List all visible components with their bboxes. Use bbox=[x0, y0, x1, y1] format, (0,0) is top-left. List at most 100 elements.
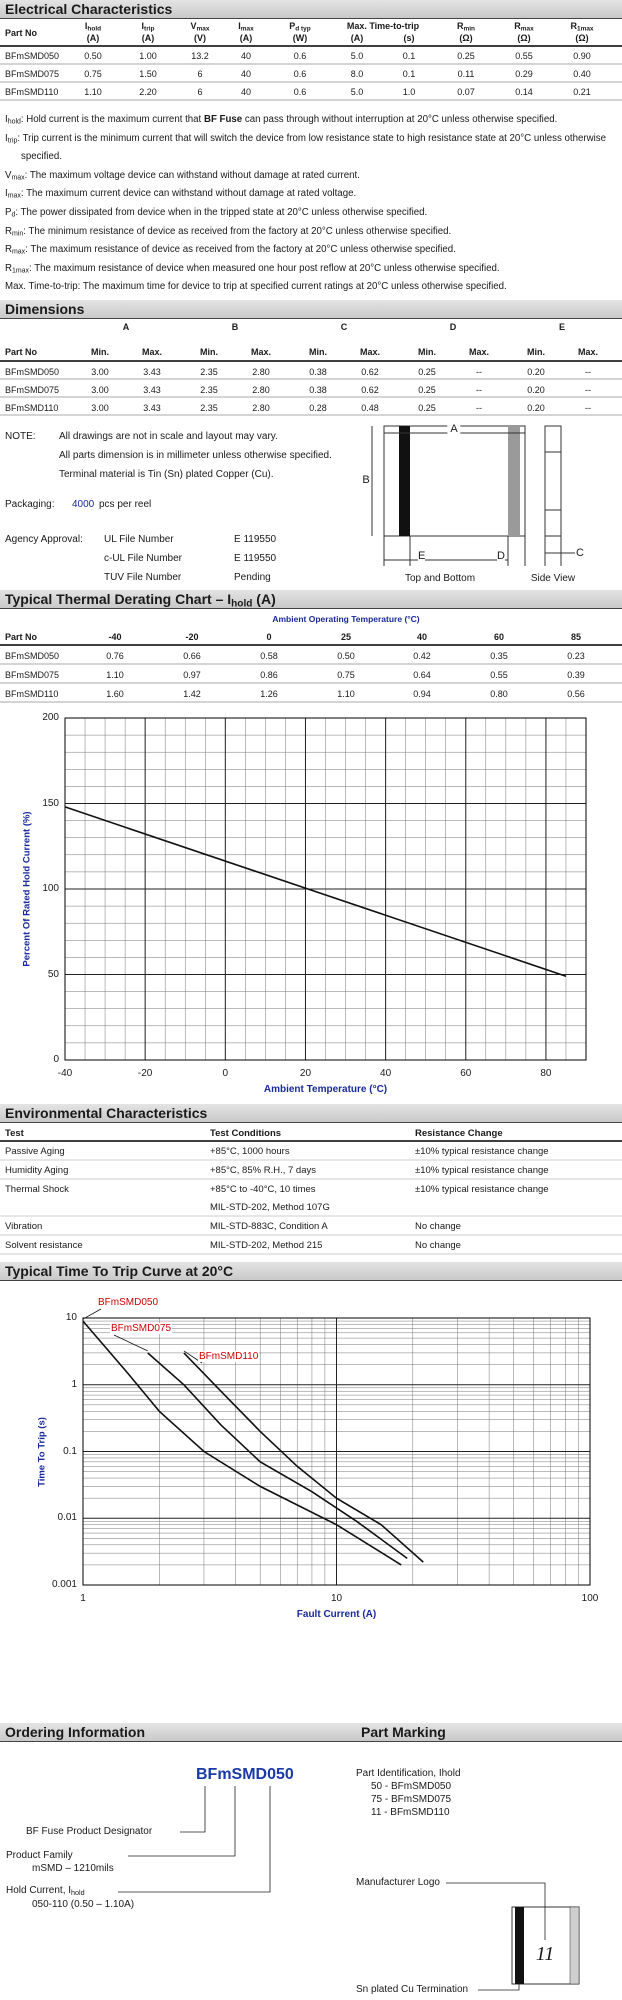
definition: Rmin: The minimum resistance of device a… bbox=[5, 223, 617, 242]
connector bbox=[478, 1984, 520, 1991]
series-label: BFmSMD050 bbox=[97, 1297, 160, 1308]
x-tick-label: 40 bbox=[380, 1068, 392, 1079]
dim-label: D bbox=[497, 550, 505, 562]
table-cell: 0.58 bbox=[260, 651, 278, 661]
table-cell: 1.0 bbox=[402, 87, 416, 97]
connector bbox=[118, 1786, 271, 1893]
column-header: Min. bbox=[200, 347, 218, 357]
section-header: Electrical Characteristics bbox=[0, 0, 622, 19]
column-header: Max. bbox=[468, 347, 490, 357]
agency-label: Agency Approval: bbox=[5, 534, 83, 545]
table-cell: 0.20 bbox=[527, 385, 545, 395]
symbol: R bbox=[514, 21, 521, 31]
test-name: Vibration bbox=[5, 1221, 43, 1232]
symbol: V bbox=[5, 169, 12, 181]
column-header: Test bbox=[5, 1128, 24, 1139]
table-cell: 40 bbox=[240, 69, 252, 79]
plot-border bbox=[64, 717, 587, 1061]
definitions: Ihold: Hold current is the maximum curre… bbox=[5, 111, 617, 297]
subscript: hold bbox=[87, 25, 102, 33]
section-header: Typical Time To Trip Curve at 20°C bbox=[0, 1262, 622, 1281]
x-tick-label: 60 bbox=[460, 1068, 472, 1079]
table-cell: 0.40 bbox=[573, 69, 591, 79]
group-header: A bbox=[122, 322, 130, 332]
y-tick-label: 200 bbox=[42, 712, 59, 723]
logo-label: Manufacturer Logo bbox=[356, 1877, 440, 1888]
packaging-qty: 4000 bbox=[72, 499, 95, 510]
column-header: -20 bbox=[185, 632, 199, 642]
table-cell: 0.20 bbox=[527, 403, 545, 413]
view-label: Top and Bottom bbox=[404, 573, 476, 584]
table-cell: 0.14 bbox=[515, 87, 533, 97]
family: Product Family bbox=[6, 1850, 73, 1861]
resistance-change: ±10% typical resistance change bbox=[415, 1184, 549, 1195]
column-header: -40 bbox=[108, 632, 122, 642]
series-line bbox=[64, 806, 567, 977]
x-axis-title: Fault Current (A) bbox=[296, 1609, 377, 1620]
view-label: Side View bbox=[530, 573, 576, 584]
table-cell: BFmSMD075 bbox=[5, 670, 60, 680]
table-cell: 0.11 bbox=[457, 69, 475, 79]
subscript: d typ bbox=[295, 25, 311, 33]
table-cell: 0.25 bbox=[418, 367, 436, 377]
group-header: B bbox=[231, 322, 239, 332]
section-header: Environmental Characteristics bbox=[0, 1104, 622, 1123]
table-cell: 0.07 bbox=[457, 87, 475, 97]
subscript: hold bbox=[71, 1887, 85, 1897]
label-pointer bbox=[82, 1308, 102, 1320]
component-mark: 11 bbox=[535, 1943, 555, 1965]
agency-name: TUV File Number bbox=[104, 572, 182, 583]
table-cell: 1.10 bbox=[84, 87, 102, 97]
table-cell: 2.80 bbox=[252, 367, 270, 377]
hold-value: 050-110 (0.50 – 1.10A) bbox=[32, 1899, 135, 1910]
table-cell: 0.1 bbox=[402, 69, 416, 79]
y-axis-title: Time To Trip (s) bbox=[36, 1416, 48, 1487]
table-cell: 1.60 bbox=[106, 689, 124, 699]
column-unit: (V) bbox=[194, 33, 206, 43]
resistance-change: ±10% typical resistance change bbox=[415, 1146, 549, 1157]
table-cell: 3.43 bbox=[143, 367, 161, 377]
label-pointer bbox=[113, 1334, 148, 1352]
side-outline bbox=[544, 425, 562, 537]
table-cell: 0.56 bbox=[567, 689, 585, 699]
table-cell: -- bbox=[585, 367, 591, 377]
definition: Rmax: The maximum resistance of device a… bbox=[5, 241, 617, 260]
x-tick-label: 20 bbox=[299, 1068, 312, 1079]
subtitle: Ambient Operating Temperature (°C) bbox=[272, 614, 420, 624]
table-cell: -- bbox=[585, 385, 591, 395]
subscript: min bbox=[463, 25, 476, 33]
column-unit: (s) bbox=[403, 33, 415, 43]
column-unit: (Ω) bbox=[575, 33, 589, 43]
column-header: Max. bbox=[141, 347, 163, 357]
test-condition: +85°C to -40°C, 10 times bbox=[210, 1184, 316, 1195]
table-cell: 0.62 bbox=[361, 367, 379, 377]
section-header: Part Marking bbox=[356, 1723, 622, 1742]
component-terminal bbox=[569, 1906, 580, 1985]
hold-current: Hold Current, Ihold bbox=[6, 1885, 85, 1896]
column-header: Max. bbox=[359, 347, 381, 357]
table-cell: 0.80 bbox=[490, 689, 508, 699]
column-header: Ihold bbox=[85, 21, 101, 32]
definition-text: can pass through without interruption at… bbox=[242, 114, 558, 125]
table-cell: 40 bbox=[240, 51, 252, 61]
series-label: BFmSMD075 bbox=[110, 1323, 173, 1334]
table-cell: 5.0 bbox=[350, 51, 364, 61]
table-cell: 0.62 bbox=[361, 385, 379, 395]
connector bbox=[128, 1786, 236, 1857]
table-cell: 0.94 bbox=[413, 689, 431, 699]
y-tick-label: 1 bbox=[71, 1378, 77, 1390]
table-cell: 2.35 bbox=[200, 385, 218, 395]
column-header: 40 bbox=[416, 632, 428, 642]
y-tick-label: 0.001 bbox=[51, 1579, 77, 1590]
table-cell: 6 bbox=[197, 87, 203, 97]
test-name: Thermal Shock bbox=[5, 1184, 69, 1195]
designator: BF Fuse Product Designator bbox=[26, 1826, 153, 1837]
column-header: Rmin bbox=[457, 21, 475, 32]
series-label: BFmSMD110 bbox=[198, 1351, 260, 1362]
dim-label: C bbox=[576, 547, 584, 559]
x-tick-label: 80 bbox=[540, 1068, 552, 1079]
table-cell: -- bbox=[585, 403, 591, 413]
symbol: I bbox=[5, 132, 8, 144]
symbol: V bbox=[190, 21, 197, 31]
subscript: d bbox=[11, 211, 16, 219]
